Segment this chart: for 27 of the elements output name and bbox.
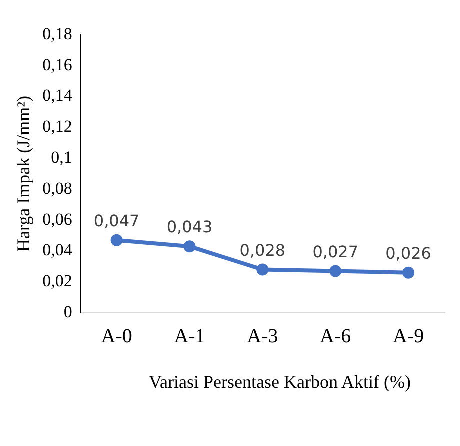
data-label: 0,047	[94, 212, 140, 231]
x-tick-label: A-0	[101, 325, 132, 348]
y-tick-label: 0,06	[42, 210, 72, 229]
x-axis-title: Variasi Persentase Karbon Aktif (%)	[148, 371, 412, 394]
data-label: 0,028	[240, 240, 286, 260]
y-tick-label: 0,18	[42, 24, 72, 44]
y-tick-label: 0,02	[42, 272, 72, 291]
y-tick-label: 0,1	[51, 148, 72, 168]
y-tick-label: 0,16	[42, 55, 72, 74]
x-tick-label: A-9	[392, 325, 424, 348]
data-label: 0,043	[166, 218, 213, 237]
point	[330, 265, 342, 278]
data-label: 0,027	[312, 242, 359, 262]
data-label: 0,026	[386, 244, 432, 263]
y-tick-label: 0,12	[42, 117, 72, 136]
point	[110, 234, 123, 246]
x-tick-label: A-1	[174, 325, 206, 348]
x-tick-label: A-6	[320, 325, 352, 348]
x-tick-label: A-3	[247, 325, 278, 348]
y-tick-label: 0,14	[42, 86, 73, 106]
y-tick-label: 0,08	[42, 178, 72, 198]
point	[402, 266, 415, 279]
y-axis-title: Harga Impak (J/mm²)	[14, 96, 34, 252]
y-tick-label: 0	[64, 302, 72, 322]
y-tick-label: 0,04	[42, 240, 73, 260]
point	[184, 240, 196, 253]
point	[256, 264, 269, 276]
